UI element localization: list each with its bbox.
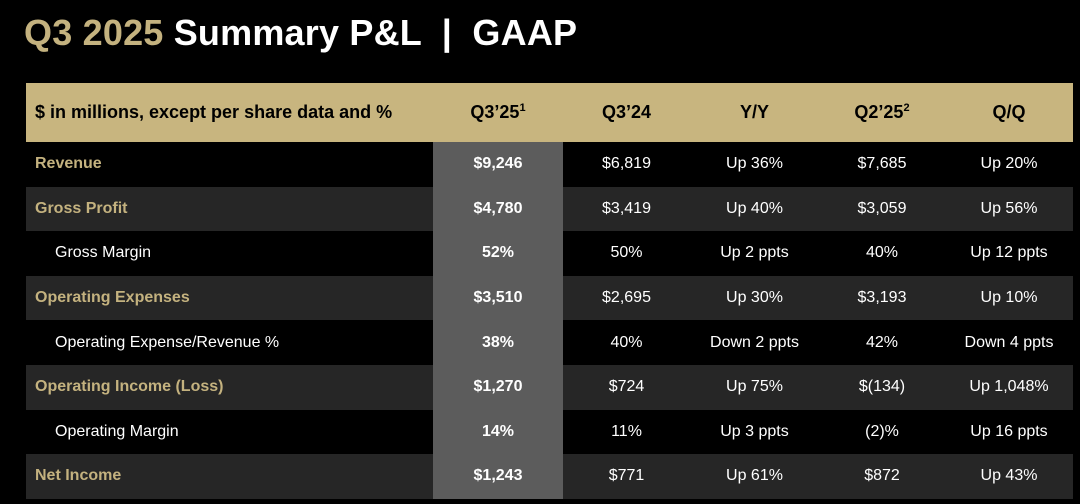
cell-yy: Up 75%: [726, 378, 783, 396]
row-label: Revenue: [35, 155, 102, 173]
cell-q3-25: $1,243: [433, 454, 563, 499]
table-row-operating-income: Operating Income (Loss) $1,270 $724 Up 7…: [26, 364, 1073, 410]
cell-q3-24: 11%: [611, 422, 642, 440]
cell-q2-25: $(134): [858, 378, 906, 396]
cell-q3-24: $6,819: [602, 155, 651, 173]
cell-q2-25: (2)%: [865, 422, 899, 440]
header-yy: Y/Y: [739, 102, 769, 122]
table-row-revenue: Revenue $9,246 $6,819 Up 36% $7,685 Up 2…: [26, 142, 1073, 187]
cell-q3-24: $724: [608, 378, 645, 396]
cell-q3-24: 40%: [610, 333, 643, 351]
cell-qq: Up 10%: [980, 289, 1038, 307]
cell-q3-25: $9,246: [433, 142, 563, 187]
cell-q2-25: $7,685: [857, 155, 907, 173]
row-label: Gross Profit: [35, 199, 128, 217]
title-text: Summary P&L | GAAP: [173, 12, 578, 53]
cell-q3-25: 38%: [433, 320, 563, 365]
row-label: Operating Expense/Revenue %: [55, 333, 280, 351]
cell-qq: Up 56%: [980, 199, 1038, 217]
header-qq: Q/Q: [992, 102, 1026, 122]
cell-yy: Up 3 ppts: [720, 422, 789, 440]
title-period: Q3 2025: [24, 12, 164, 53]
cell-q2-25: 40%: [865, 244, 899, 262]
row-label: Gross Margin: [55, 244, 152, 262]
header-label: $ in millions, except per share data and…: [35, 102, 393, 122]
table-row-gross-profit: Gross Profit $4,780 $3,419 Up 40% $3,059…: [26, 186, 1073, 232]
table-row-gross-margin: Gross Margin 52% 50% Up 2 ppts 40% Up 12…: [26, 231, 1073, 276]
cell-yy: Up 61%: [726, 467, 783, 485]
cell-q3-25: $4,780: [433, 186, 563, 232]
cell-q2-25: $3,193: [857, 289, 907, 307]
cell-q2-25: 42%: [865, 333, 899, 351]
cell-q3-24: $2,695: [602, 289, 651, 307]
cell-qq: Up 20%: [980, 155, 1038, 173]
table-row-operating-margin: Operating Margin 14% 11% Up 3 ppts (2)% …: [26, 409, 1073, 455]
table-header-row: $ in millions, except per share data and…: [26, 83, 1073, 142]
row-label: Operating Income (Loss): [35, 378, 224, 396]
cell-q3-24: 50%: [610, 244, 643, 262]
cell-qq: Up 43%: [980, 467, 1038, 485]
cell-yy: Up 36%: [726, 155, 783, 173]
footnote-1: 1: [519, 102, 526, 114]
cell-q3-25: $1,270: [433, 364, 563, 410]
cell-yy: Up 40%: [726, 199, 783, 217]
cell-q2-25: $3,059: [857, 199, 907, 217]
cell-qq: Up 12 ppts: [970, 244, 1048, 262]
header-q3-24: Q3’24: [601, 102, 652, 122]
row-label: Operating Expenses: [35, 289, 190, 307]
cell-q3-24: $771: [608, 467, 645, 485]
cell-q3-25: 14%: [433, 409, 563, 455]
cell-yy: Up 2 ppts: [720, 244, 789, 262]
cell-q2-25: $872: [864, 467, 900, 485]
cell-qq: Up 16 ppts: [970, 422, 1048, 440]
row-label: Net Income: [35, 467, 122, 485]
table-row-opex-revenue-pct: Operating Expense/Revenue % 38% 40% Down…: [26, 320, 1073, 365]
table-row-operating-expenses: Operating Expenses $3,510 $2,695 Up 30% …: [26, 275, 1073, 321]
cell-q3-24: $3,419: [602, 199, 651, 217]
footnote-2: 2: [903, 102, 910, 114]
row-label: Operating Margin: [55, 422, 179, 440]
cell-q3-25: 52%: [433, 231, 563, 276]
cell-q3-25: $3,510: [433, 275, 563, 321]
cell-qq: Up 1,048%: [969, 378, 1049, 396]
header-q3-25: Q3’25 1: [470, 102, 526, 122]
summary-pl-table: $ in millions, except per share data and…: [26, 83, 1073, 499]
table-row-net-income: Net Income $1,243 $771 Up 61% $872 Up 43…: [26, 454, 1073, 499]
cell-qq: Down 4 ppts: [964, 333, 1054, 351]
cell-yy: Up 30%: [726, 289, 783, 307]
cell-yy: Down 2 ppts: [710, 333, 799, 351]
header-q2-25: Q2’25 2: [854, 102, 910, 122]
page-title: Q3 2025 Summary P&L | GAAP: [24, 12, 577, 54]
